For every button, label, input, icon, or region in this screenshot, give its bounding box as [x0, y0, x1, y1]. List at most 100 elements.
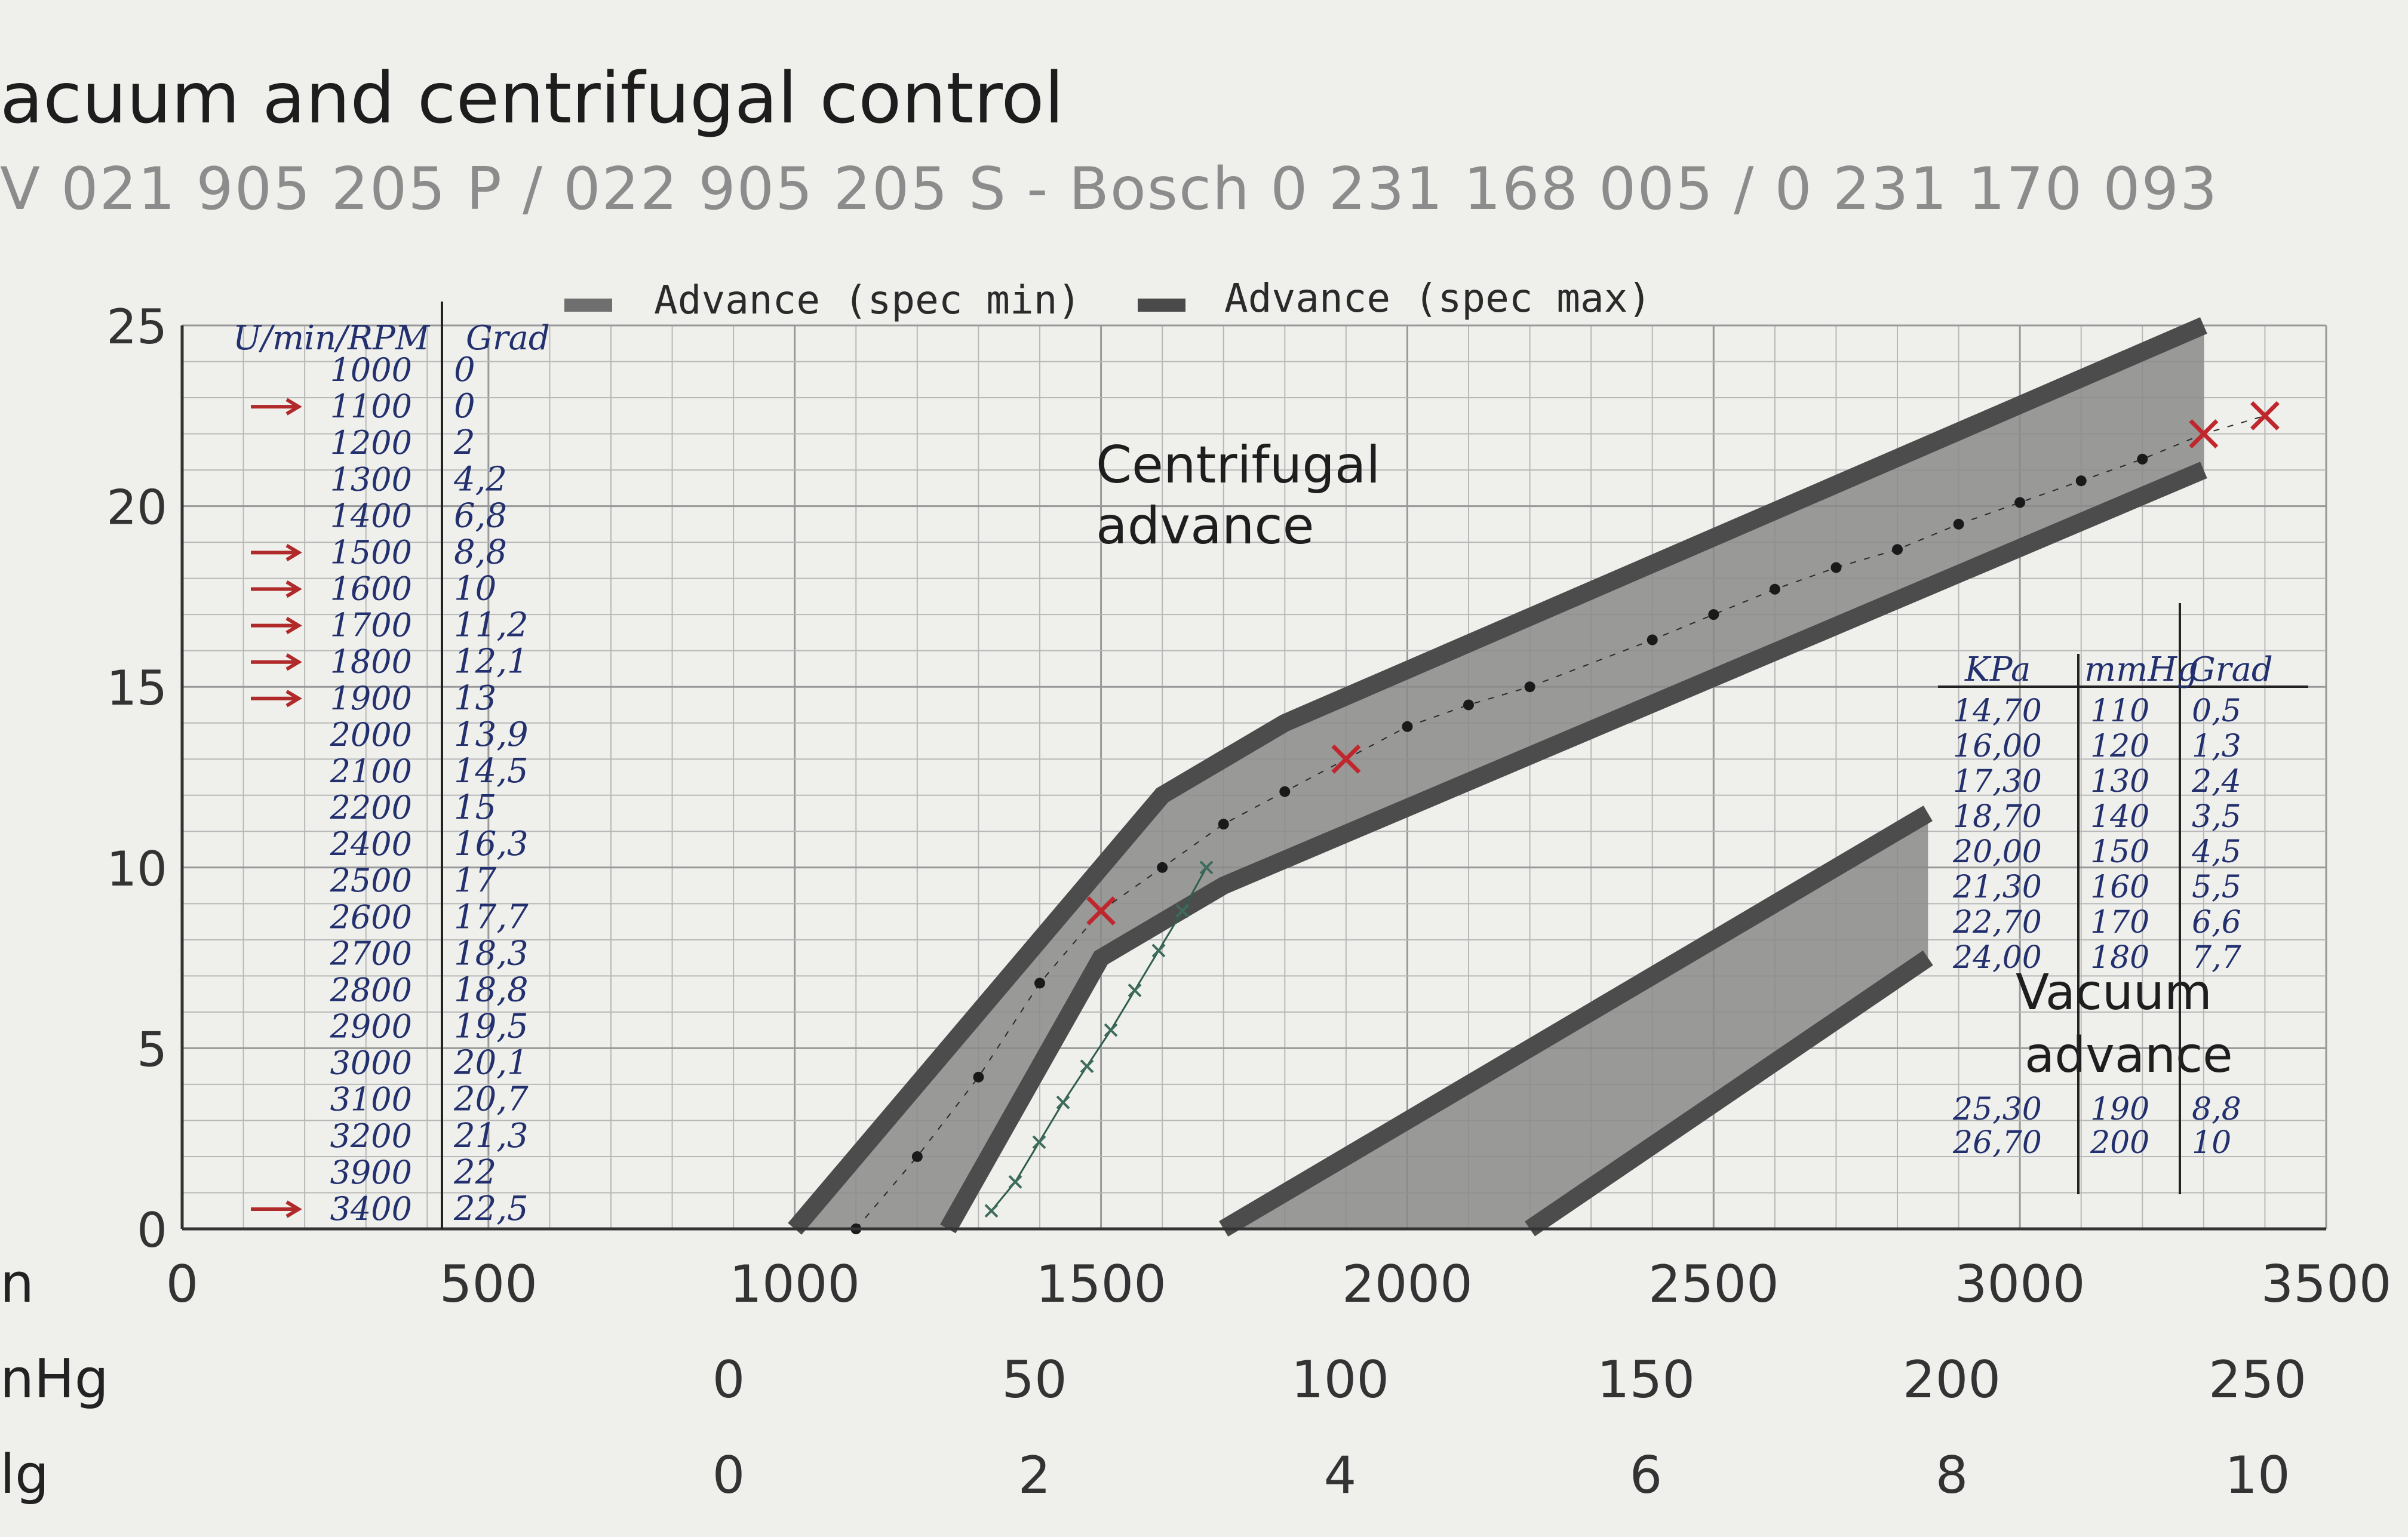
- mmhg-tick-label: 250: [2209, 1350, 2306, 1410]
- centrifugal-point: [1524, 681, 1535, 693]
- centrifugal-point: [1463, 699, 1474, 711]
- vacuum-table-header: Grad: [2189, 650, 2273, 689]
- centrifugal-point: [1830, 562, 1842, 573]
- rpm-table-rpm: 2700: [330, 935, 412, 972]
- kpa-tick-label: 2: [1018, 1446, 1051, 1505]
- rpm-table-grad: 6,8: [454, 496, 507, 535]
- rpm-table-rpm: 3400: [330, 1190, 412, 1228]
- vacuum-table-grad: 8,8: [2192, 1092, 2241, 1127]
- rpm-table-rpm: 1100: [330, 388, 412, 425]
- rpm-table-rpm: 2400: [330, 825, 412, 863]
- vacuum-table-kpa: 16,00: [1953, 728, 2042, 764]
- rpm-row-label: n: [0, 1252, 34, 1315]
- chart-title: acuum and centrifugal control: [0, 57, 1064, 139]
- vacuum-table-kpa: 17,30: [1953, 764, 2042, 800]
- rpm-table-grad: 22: [453, 1153, 496, 1192]
- centrifugal-point: [1769, 583, 1780, 595]
- centrifugal-label-line2: advance: [1096, 496, 1314, 556]
- rpm-table-header-rpm: U/min/RPM: [233, 319, 431, 358]
- centrifugal-point: [1218, 819, 1229, 830]
- vacuum-table-kpa: 14,70: [1953, 693, 2042, 729]
- vacuum-table-kpa: 26,70: [1952, 1125, 2042, 1161]
- grid: [181, 324, 2327, 1230]
- rpm-table-grad: 13: [454, 679, 496, 718]
- mmhg-tick-label: 50: [1002, 1350, 1067, 1410]
- rpm-table-rpm: 3100: [330, 1081, 412, 1118]
- vacuum-table-kpa: 18,70: [1953, 799, 2042, 835]
- rpm-table-grad: 0: [454, 351, 475, 389]
- y-tick-label: 5: [137, 1022, 167, 1077]
- y-tick-label: 25: [106, 299, 167, 355]
- y-tick-label: 10: [106, 841, 167, 897]
- y-tick-label: 20: [106, 480, 167, 536]
- rpm-table-rpm: 3000: [330, 1044, 412, 1082]
- vacuum-table-grad: 1,3: [2192, 728, 2241, 764]
- centrifugal-band: [794, 325, 2204, 1229]
- y-tick-label: 15: [106, 660, 167, 716]
- centrifugal-spec-max-line: [788, 317, 2207, 1235]
- vacuum-table-kpa: 22,70: [1952, 905, 2042, 940]
- legend-swatch-min: [564, 299, 612, 312]
- centrifugal-point: [1402, 721, 1413, 732]
- measured-points: [850, 401, 2280, 1234]
- rpm-table-rpm: 2100: [330, 752, 412, 790]
- rpm-table-grad: 4,2: [453, 460, 507, 499]
- centrifugal-point: [1279, 786, 1291, 797]
- rpm-table-arrow: [251, 580, 302, 598]
- rpm-table-header-grad: Grad: [466, 319, 550, 358]
- rpm-tick-label: 0: [166, 1255, 199, 1314]
- rpm-table-grad: 16,3: [454, 825, 529, 863]
- mmhg-tick-label: 200: [1903, 1350, 2001, 1410]
- legend-label-max: Advance (spec max): [1224, 275, 1651, 321]
- vacuum-table-mmhg: 110: [2090, 693, 2149, 729]
- rpm-table-grad: 17,7: [454, 897, 529, 936]
- rpm-table-arrow: [251, 1200, 302, 1218]
- rpm-table-rpm: 1500: [330, 533, 412, 571]
- rpm-table-rpm: 1200: [330, 424, 412, 462]
- vacuum-point: [1056, 1095, 1070, 1109]
- centrifugal-point: [911, 1151, 923, 1162]
- vacuum-point: [984, 1204, 999, 1218]
- vacuum-spec-max-line: [1219, 806, 1933, 1237]
- rpm-table-arrow: [251, 653, 302, 671]
- vacuum-table-kpa: 24,00: [1952, 940, 2042, 976]
- vacuum-point: [1199, 860, 1214, 875]
- advance-bands: [788, 317, 2207, 1237]
- rpm-table-grad: 18,8: [454, 970, 529, 1009]
- centrifugal-point: [1157, 862, 1168, 873]
- rpm-table-grad: 20,7: [453, 1080, 529, 1119]
- vacuum-spec-min-line: [1525, 950, 1933, 1237]
- centrifugal-point: [1647, 634, 1658, 645]
- centrifugal-point: [2014, 497, 2026, 508]
- vacuum-table-mmhg: 180: [2090, 940, 2149, 976]
- centrifugal-point: [1892, 544, 1903, 555]
- axes: [180, 325, 2326, 1231]
- centrifugal-point: [1034, 977, 1045, 989]
- vacuum-table-grad: 7,7: [2192, 940, 2242, 976]
- centrifugal-point: [1953, 518, 1964, 530]
- legend-swatch-max: [1138, 299, 1185, 312]
- mmhg-row-label: nHg: [0, 1348, 109, 1410]
- rpm-table-grad: 14,5: [454, 752, 529, 791]
- vacuum-table-mmhg: 140: [2090, 799, 2149, 835]
- mmhg-tick-label: 150: [1597, 1350, 1695, 1410]
- rpm-tick-label: 2500: [1648, 1255, 1779, 1314]
- rpm-table-rpm: 1900: [330, 680, 412, 717]
- kpa-row-label: lg: [0, 1443, 49, 1506]
- vacuum-table-mmhg: 170: [2090, 905, 2149, 940]
- kpa-tick-label: 6: [1630, 1446, 1663, 1505]
- centrifugal-point: [2075, 475, 2087, 487]
- rpm-table-rpm: 2900: [330, 1008, 412, 1046]
- centrifugal-point: [1086, 896, 1116, 926]
- vacuum-point: [1032, 1135, 1046, 1149]
- kpa-tick-label: 0: [712, 1446, 745, 1505]
- mmhg-tick-label: 0: [712, 1350, 745, 1410]
- vacuum-measured-line: [990, 867, 1208, 1212]
- vacuum-table-mmhg: 160: [2090, 869, 2149, 905]
- kpa-tick-label: 4: [1324, 1446, 1357, 1505]
- rpm-tick-label: 2000: [1342, 1255, 1473, 1314]
- vacuum-point: [1128, 983, 1142, 997]
- vacuum-point: [1104, 1023, 1118, 1037]
- centrifugal-point: [2189, 419, 2219, 449]
